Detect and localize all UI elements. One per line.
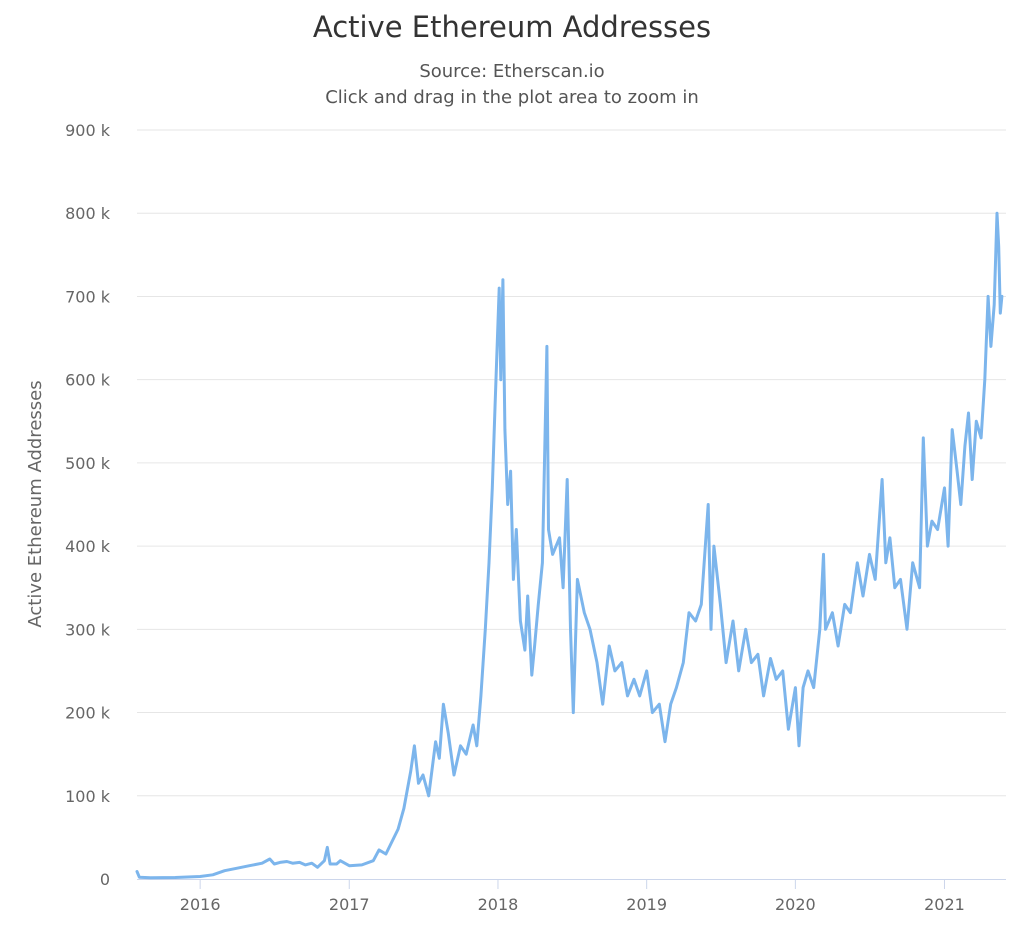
y-tick-label: 200 k: [65, 704, 111, 723]
y-tick-label: 0: [100, 870, 110, 889]
chart-subtitle-zoom-hint: Click and drag in the plot area to zoom …: [325, 87, 699, 108]
x-tick-label: 2021: [924, 895, 965, 914]
y-tick-label: 700 k: [65, 287, 111, 306]
y-tick-label: 600 k: [65, 371, 111, 390]
y-tick-label: 900 k: [65, 121, 111, 140]
x-axis-labels: 2016 2017 2018 2019 2020 2021: [180, 895, 965, 914]
chart-title: Active Ethereum Addresses: [312, 10, 712, 44]
chart-subtitle-source: Source: Etherscan.io: [419, 61, 605, 82]
series-line-active-addresses[interactable]: [135, 211, 1004, 880]
x-tick-label: 2018: [478, 895, 519, 914]
plot-area[interactable]: [135, 211, 1004, 880]
x-tick-label: 2019: [626, 895, 667, 914]
y-tick-label: 400 k: [65, 537, 111, 556]
x-tick-label: 2020: [775, 895, 816, 914]
y-axis-title: Active Ethereum Addresses: [25, 380, 46, 627]
y-axis-labels: 0 100 k 200 k 300 k 400 k 500 k 600 k 700 k 800 …: [65, 121, 111, 889]
y-tick-label: 500 k: [65, 454, 111, 473]
y-tick-label: 800 k: [65, 204, 111, 223]
grid-layer: [137, 129, 1006, 889]
x-tick-label: 2017: [329, 895, 370, 914]
y-tick-label: 100 k: [65, 787, 111, 806]
y-tick-label: 300 k: [65, 620, 111, 639]
x-tick-label: 2016: [180, 895, 221, 914]
